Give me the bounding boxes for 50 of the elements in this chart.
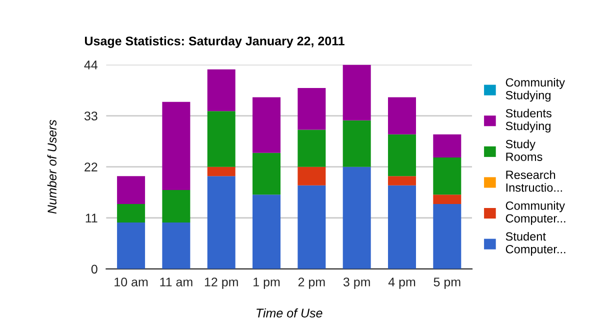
x-tick-label: 2 pm <box>298 278 325 289</box>
bar <box>388 185 416 269</box>
bar <box>117 176 146 204</box>
legend-label: Research Instructio... <box>506 170 562 192</box>
bar <box>298 185 326 269</box>
bar <box>433 204 462 269</box>
bar <box>207 111 236 167</box>
bar <box>252 152 281 195</box>
bar <box>252 97 281 153</box>
x-tick-label: 5 pm <box>434 278 460 289</box>
x-tick-label: 12 pm <box>204 278 238 289</box>
y-axis-title: Number of Users <box>47 120 56 214</box>
y-tick-label: 44 <box>84 60 98 70</box>
x-tick-label: 1 pm <box>254 278 280 289</box>
legend-label: Community Studying <box>506 78 565 102</box>
bar <box>298 166 326 186</box>
bar <box>117 204 146 223</box>
bar <box>207 176 236 269</box>
y-tick-label: 0 <box>91 264 98 274</box>
x-tick-label: 11 am <box>160 278 192 286</box>
bar <box>433 134 462 158</box>
bar <box>298 130 326 167</box>
bar <box>388 134 416 176</box>
x-tick-label: 4 pm <box>388 278 416 289</box>
bar <box>342 64 371 120</box>
y-tick-label: 11 <box>86 214 98 222</box>
bar <box>162 222 190 269</box>
x-tick-label: 10 am <box>114 278 148 286</box>
legend-label: Student Computer... <box>506 232 566 256</box>
bar <box>207 69 236 112</box>
bar <box>162 102 190 190</box>
bar <box>388 176 416 186</box>
bar <box>298 88 326 130</box>
bar <box>162 190 190 223</box>
legend-label: Students Studying <box>506 108 552 132</box>
bar <box>433 158 462 195</box>
x-tick-label: 3 pm <box>343 278 370 289</box>
chart-title: Usage Statistics: Saturday January 22, 2011 <box>85 36 344 48</box>
bar <box>207 166 236 176</box>
legend-label: Community Computer... <box>506 201 566 225</box>
y-tick-label: 33 <box>84 112 98 120</box>
bar <box>342 120 371 167</box>
bar <box>342 166 371 269</box>
bar <box>117 222 146 269</box>
bar <box>433 194 462 204</box>
y-tick-label: 22 <box>84 162 98 172</box>
bar <box>388 97 416 134</box>
bar <box>252 194 281 269</box>
legend-label: Study Rooms <box>506 140 542 161</box>
x-axis-title: Time of Use <box>256 308 322 318</box>
